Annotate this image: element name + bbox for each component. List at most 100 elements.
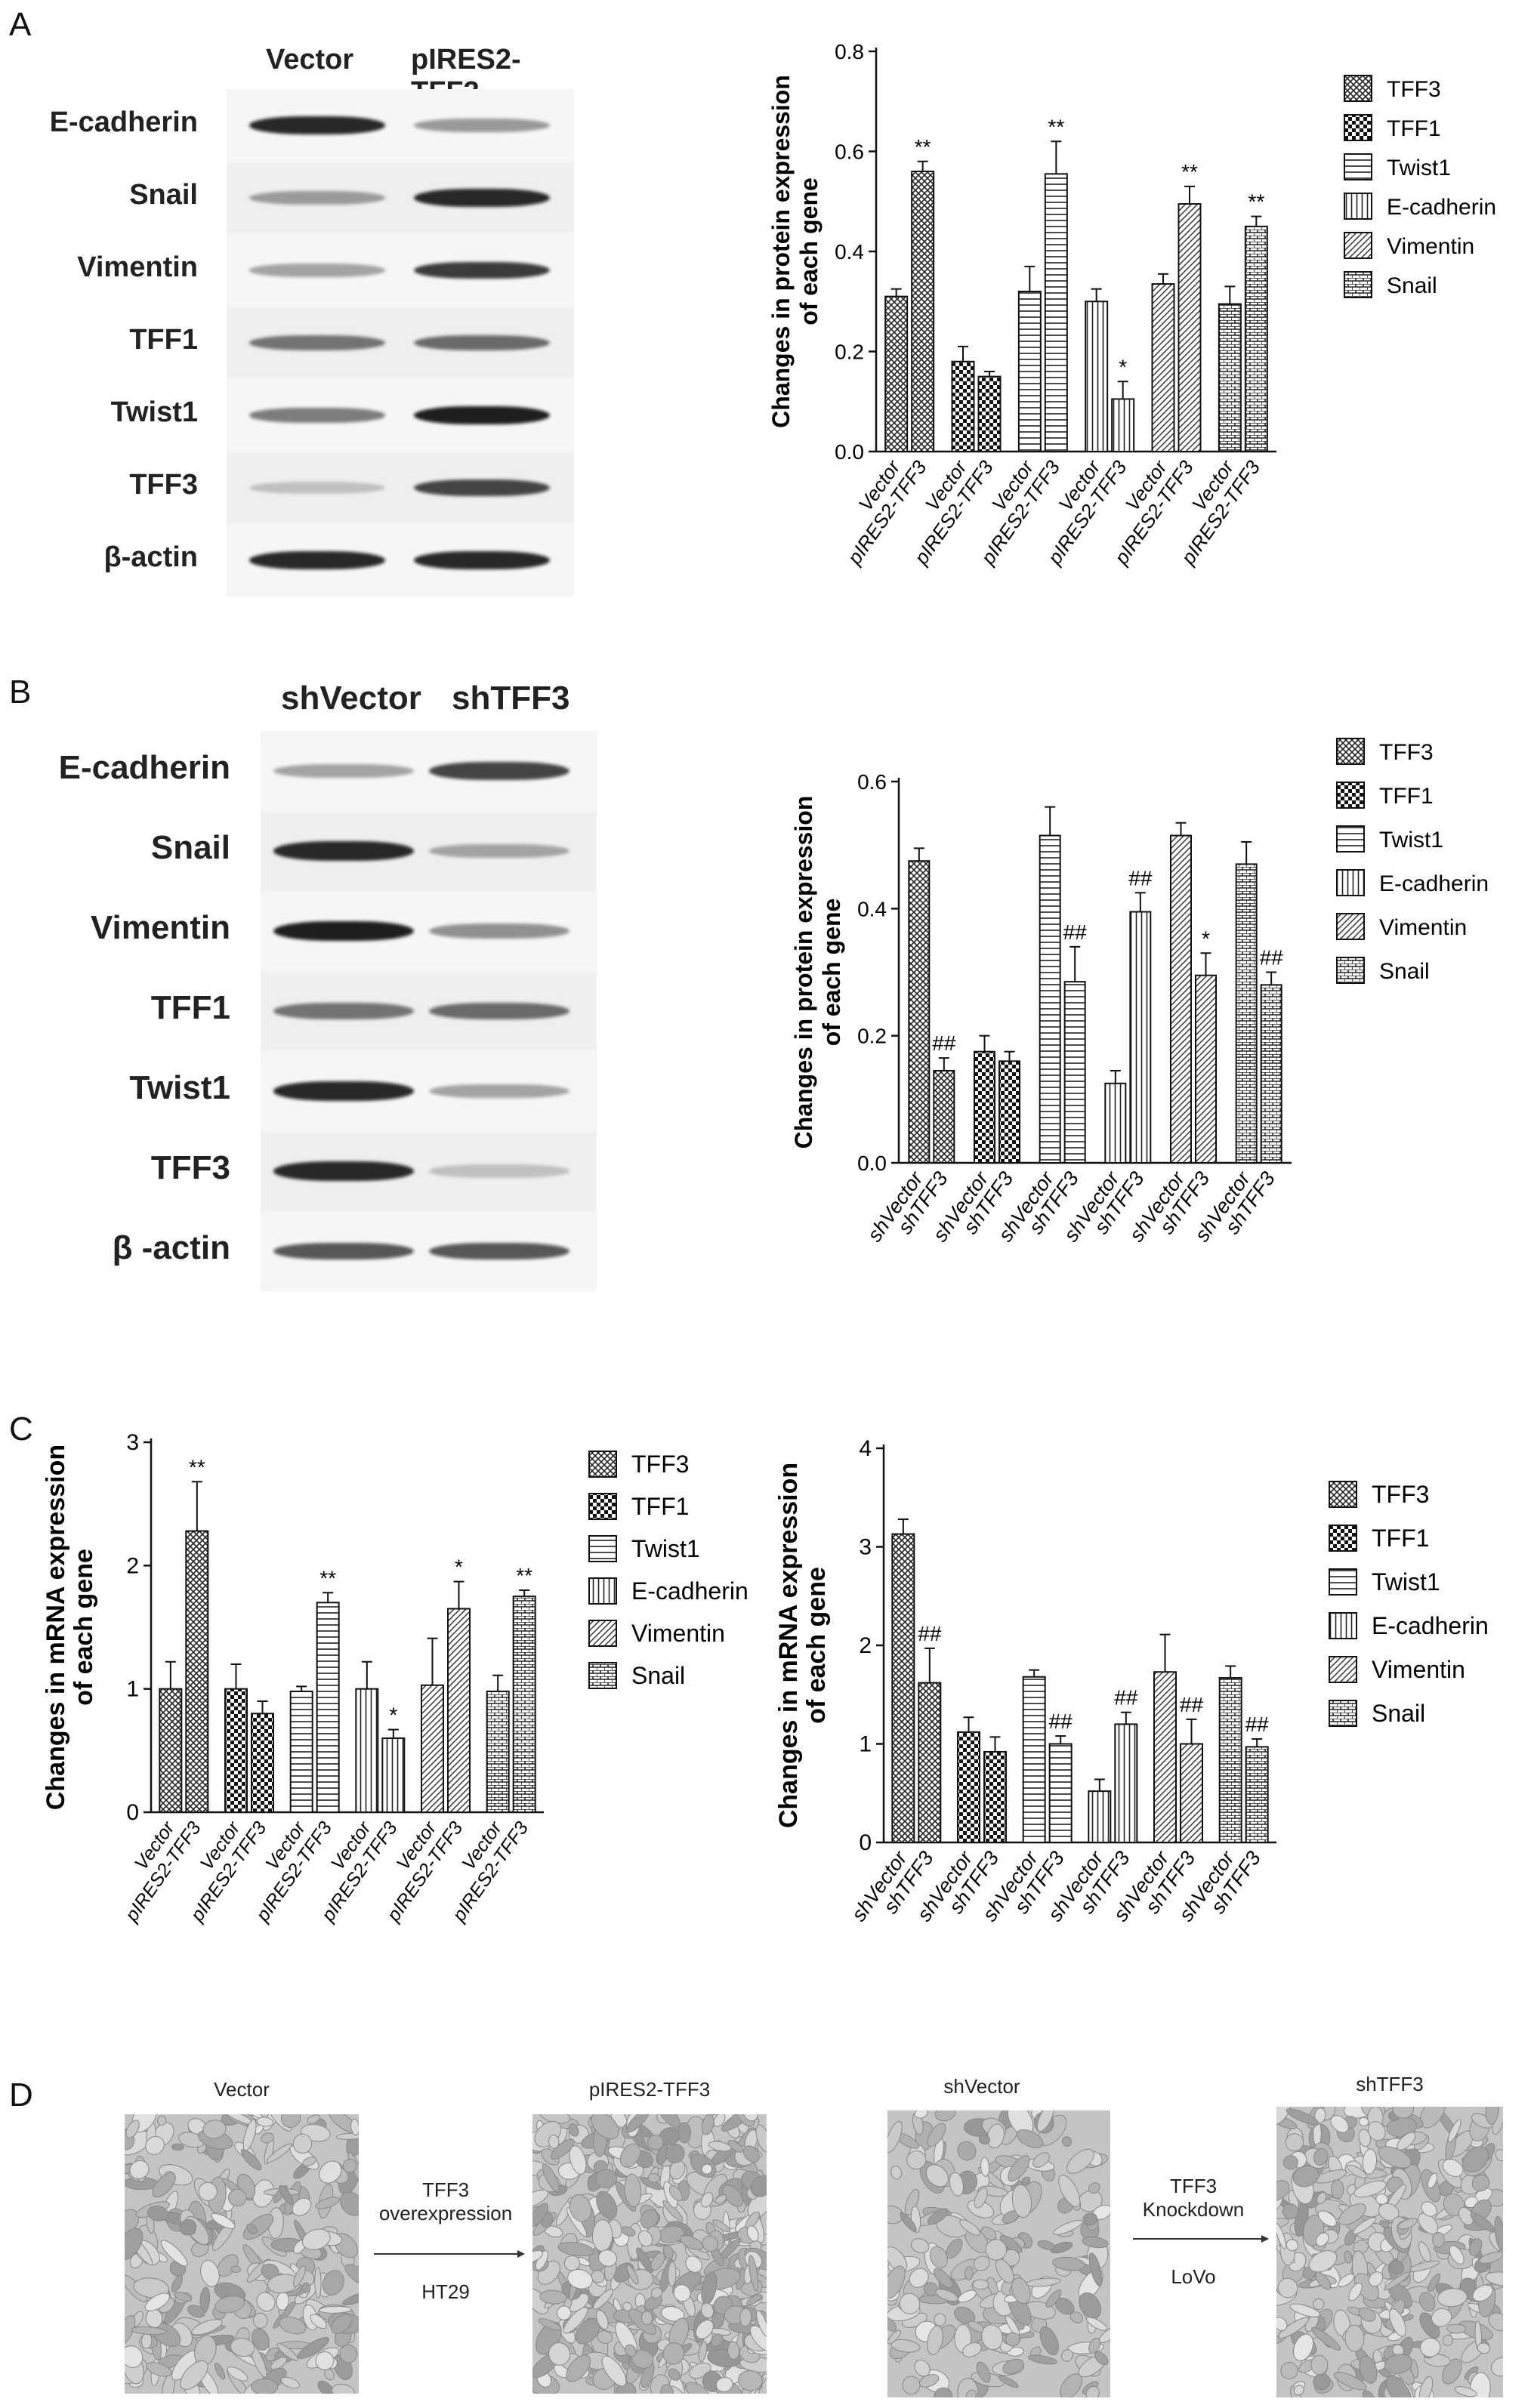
legend-swatch	[1329, 1656, 1357, 1683]
blot-band	[249, 191, 385, 205]
legend-swatch	[1336, 913, 1365, 940]
legend-swatch	[1336, 738, 1365, 765]
bar-tff3-0	[908, 860, 931, 1164]
legend-swatch	[588, 1662, 617, 1689]
bar-twist1-0	[289, 1690, 313, 1813]
significance-mark: ##	[1049, 1710, 1073, 1733]
significance-mark: ##	[1260, 946, 1284, 970]
protein-expression-chart-a: Changes in protein expression of each gen…	[767, 40, 1496, 569]
blot-band	[414, 189, 550, 207]
bar-snail-1	[1260, 984, 1282, 1164]
legend-swatch	[1336, 782, 1365, 809]
significance-mark: **	[189, 1455, 205, 1478]
blot-row-label: Snail	[150, 829, 230, 867]
blot-band	[429, 1164, 569, 1178]
bar-e-cadherin-1	[1114, 1723, 1138, 1843]
legend-label: Vimentin	[1372, 1656, 1465, 1683]
legend-swatch	[1344, 232, 1372, 259]
legend-label: Twist1	[631, 1535, 700, 1562]
legend-swatch	[1329, 1700, 1357, 1727]
blot-band	[429, 843, 569, 859]
blot-band	[414, 261, 550, 279]
y-tick-label: 0	[126, 1800, 139, 1825]
bar-e-cadherin-0	[355, 1688, 379, 1813]
legend-label: Twist1	[1379, 828, 1443, 853]
bar-vimentin-1	[447, 1608, 471, 1813]
blot-row-label: TFF1	[129, 324, 198, 356]
bar-tff3-0	[884, 295, 909, 452]
panel-label-a: A	[9, 6, 32, 43]
legend-label: Vimentin	[1379, 915, 1467, 940]
bar-vimentin-0	[1153, 1671, 1177, 1843]
blot-band	[273, 763, 414, 779]
y-tick-label: 0.6	[857, 770, 887, 794]
legend-label: TFF1	[1387, 116, 1441, 141]
bar-e-cadherin-1	[1111, 398, 1135, 452]
legend-label: Snail	[631, 1662, 685, 1689]
y-tick-label: 0	[859, 1830, 872, 1855]
y-axis-label: Changes in mRNA expression	[42, 1444, 70, 1810]
legend-swatch	[1344, 193, 1372, 220]
legend-swatch	[1344, 153, 1372, 180]
legend-label: TFF1	[1372, 1525, 1429, 1552]
cell-image-shtff3	[1276, 2107, 1503, 2397]
bar-snail-1	[512, 1596, 536, 1814]
cell-image-vector	[125, 2114, 359, 2394]
bar-vimentin-0	[421, 1684, 444, 1813]
blot-row-label: Twist1	[110, 396, 198, 429]
y-tick-label: 0.4	[835, 240, 864, 264]
y-tick-label: 4	[859, 1436, 872, 1461]
y-tick-label: 1	[859, 1732, 872, 1757]
bar-tff3-1	[185, 1530, 209, 1813]
legend-swatch	[588, 1535, 617, 1562]
blot-band	[414, 335, 550, 351]
bar-e-cadherin-0	[1085, 301, 1109, 452]
blot-band	[429, 762, 569, 780]
legend-swatch	[588, 1577, 617, 1605]
significance-mark: **	[1181, 160, 1198, 183]
y-tick-label: 0.6	[835, 140, 864, 164]
blot-band	[273, 1003, 414, 1019]
arrow-right-icon	[1133, 2235, 1269, 2243]
legend-swatch	[1329, 1525, 1357, 1552]
blot-row-label: E-cadherin	[58, 749, 230, 787]
significance-mark: **	[319, 1566, 336, 1589]
y-tick-label: 3	[859, 1535, 872, 1560]
y-axis-label: of each gene	[69, 1549, 98, 1706]
significance-mark: **	[516, 1564, 532, 1587]
significance-mark: ##	[918, 1622, 942, 1645]
cell-image-shvector	[887, 2110, 1110, 2397]
bar-tff1-1	[998, 1060, 1020, 1164]
bar-vimentin-1	[1180, 1743, 1203, 1843]
bar-twist1-1	[316, 1602, 340, 1813]
blot-band	[273, 841, 414, 861]
significance-mark: ##	[1114, 1686, 1138, 1710]
bar-twist1-1	[1048, 1743, 1073, 1843]
legend-label: Twist1	[1387, 156, 1451, 180]
panel-label-b: B	[9, 674, 32, 711]
blot-row-label: TFF1	[150, 989, 230, 1027]
bar-vimentin-0	[1151, 283, 1175, 452]
significance-mark: ##	[932, 1031, 956, 1055]
blot-row-label: β -actin	[112, 1229, 230, 1267]
arrow-label-overexpression: TFF3 overexpression	[378, 2178, 513, 2225]
y-axis-label: of each gene	[802, 1567, 831, 1724]
legend-label: E-cadherin	[1372, 1612, 1489, 1639]
significance-mark: *	[389, 1703, 397, 1727]
blot-row-label: β-actin	[103, 541, 198, 574]
y-axis-label: Changes in mRNA expression	[778, 1463, 803, 1828]
bar-snail-0	[486, 1690, 510, 1813]
legend-swatch	[588, 1451, 617, 1478]
y-tick-label: 2	[859, 1633, 872, 1658]
significance-mark: ##	[1128, 866, 1153, 890]
y-tick-label: 0.2	[857, 1025, 887, 1048]
image-label-pires2-tff3: pIRES2-TFF3	[588, 2078, 711, 2101]
blot-row-label: TFF3	[129, 469, 198, 501]
y-tick-label: 0.0	[835, 440, 864, 464]
legend-label: Snail	[1372, 1700, 1425, 1727]
blot-band	[273, 921, 414, 941]
legend-label: TFF3	[631, 1451, 689, 1478]
significance-mark: ##	[1180, 1693, 1204, 1716]
blot-band	[414, 479, 550, 497]
